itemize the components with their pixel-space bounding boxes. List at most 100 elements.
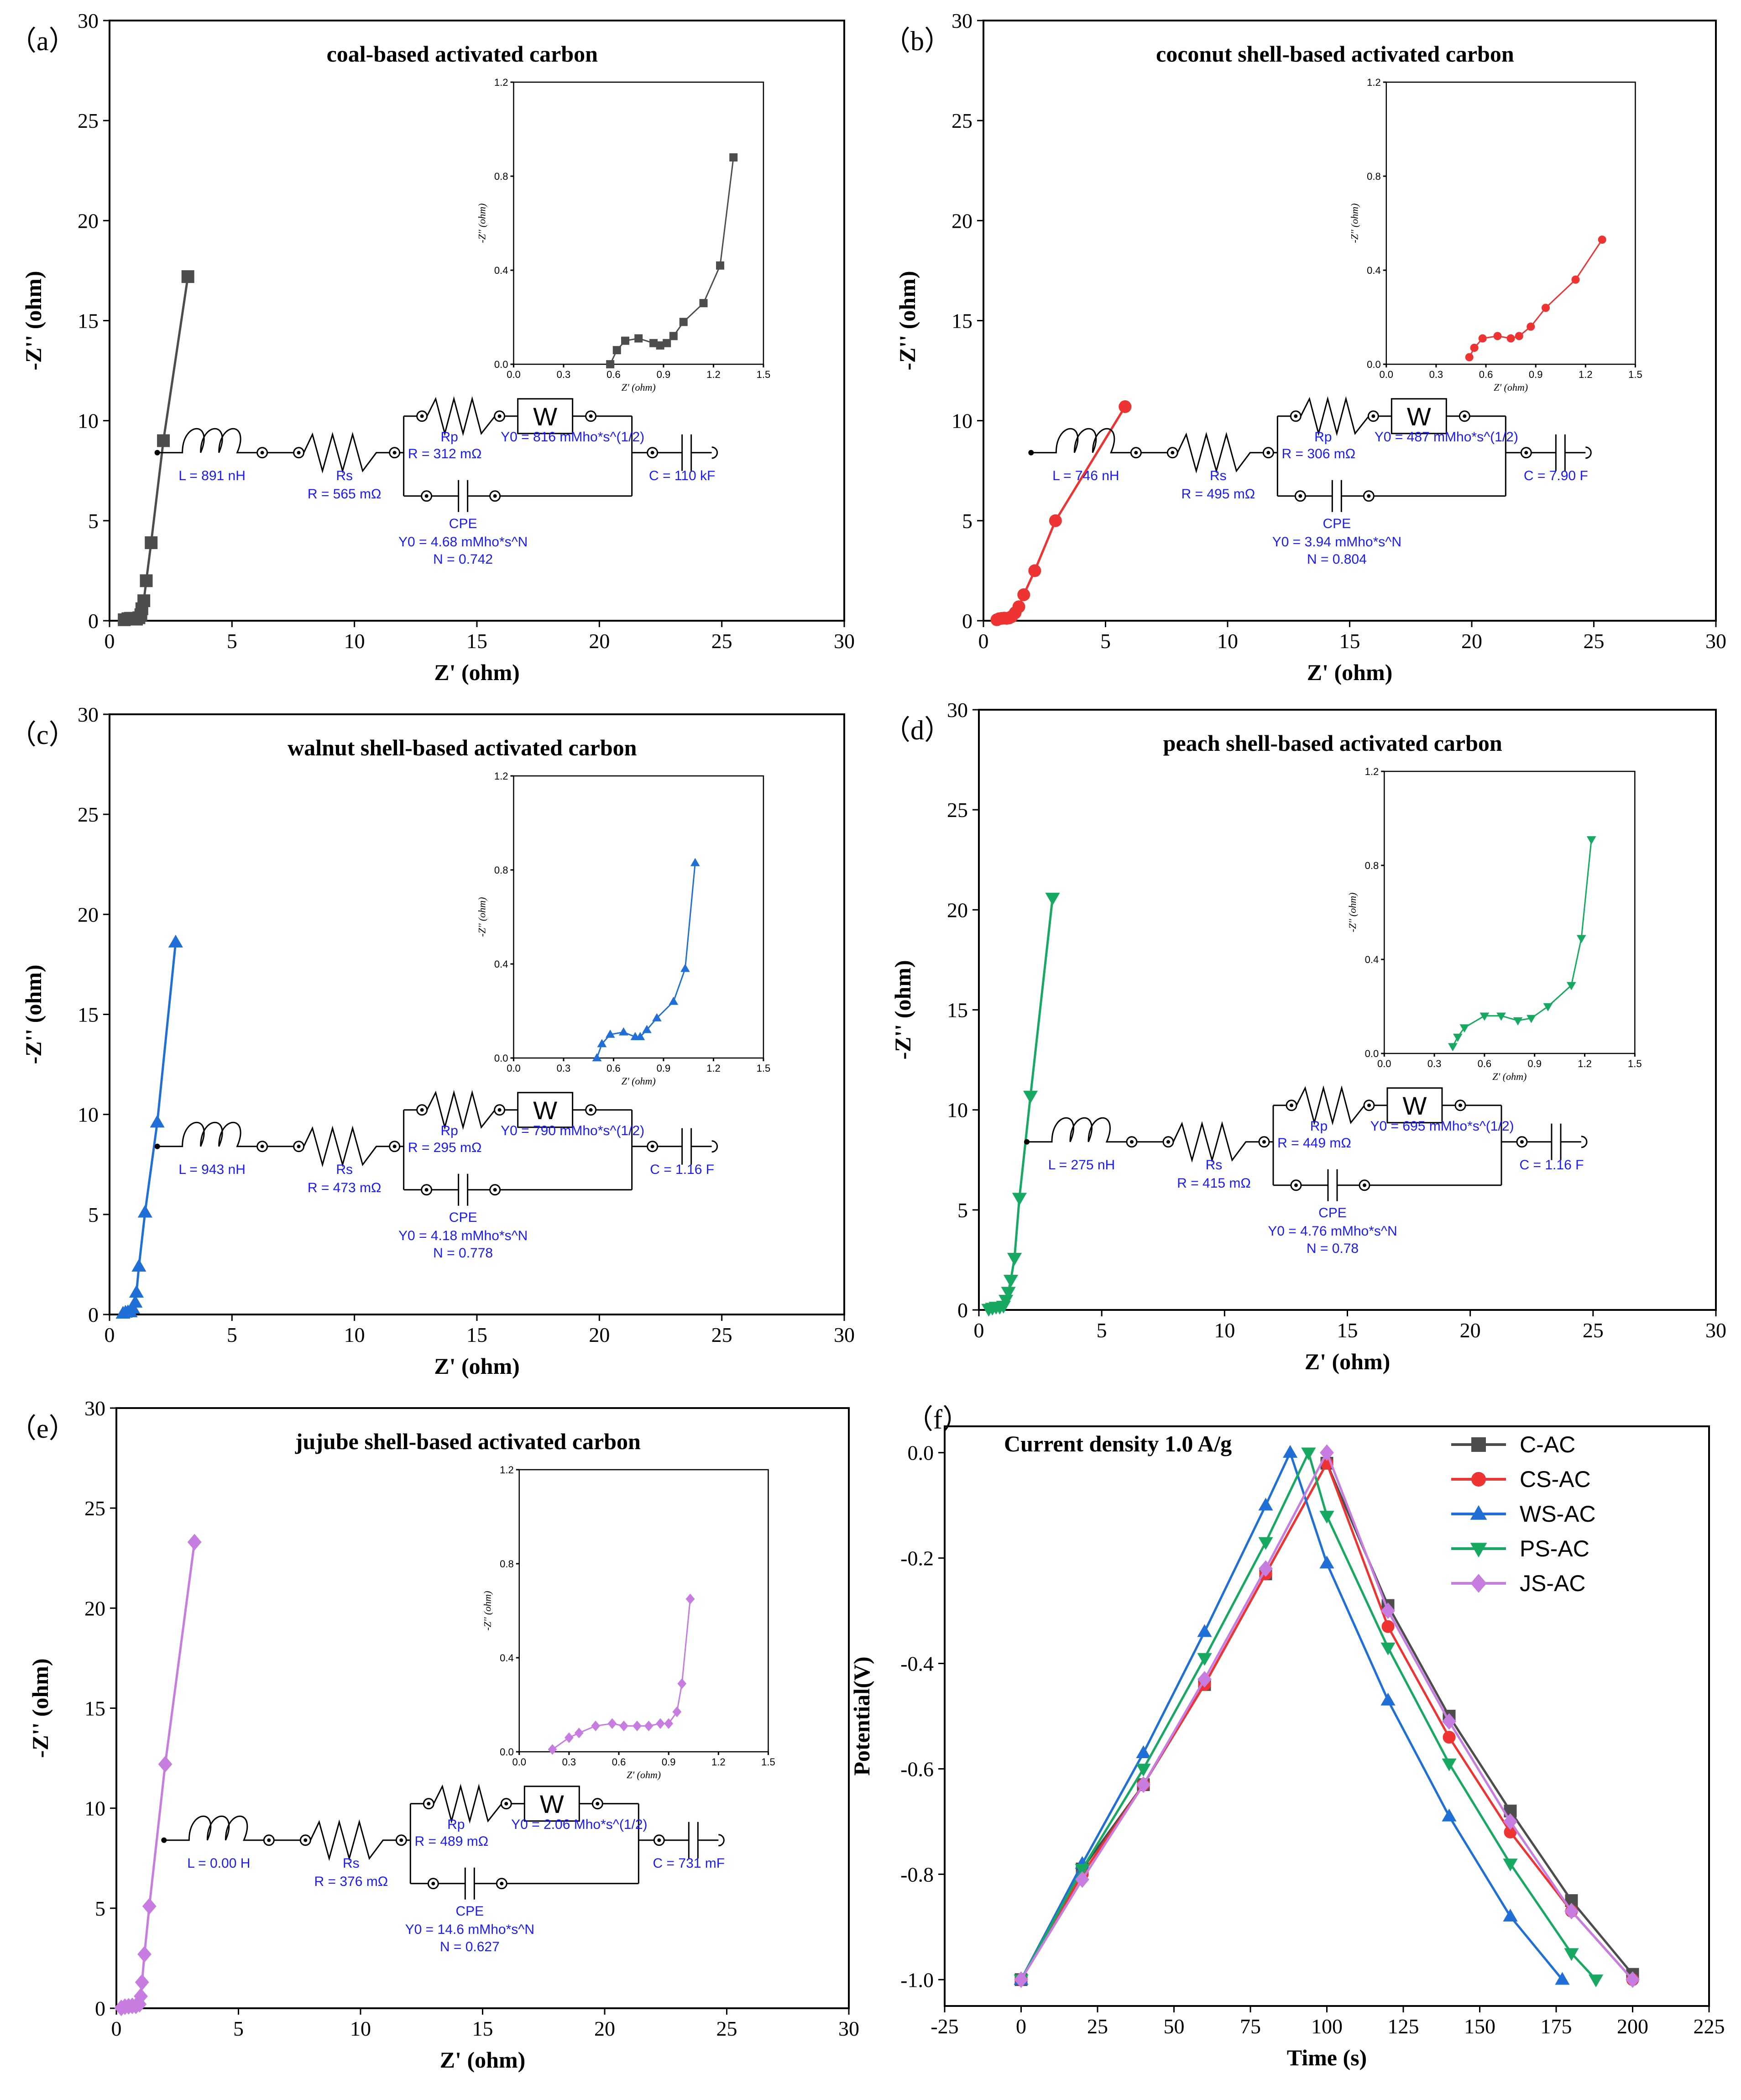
resistor-rs-symbol [309,1819,397,1861]
circuit-terminal-end [1585,446,1592,459]
cpe-n: N = 0.742 [433,552,493,567]
inset-x-label: Z' (ohm) [627,1769,661,1781]
y-tick-label: 25 [947,798,968,822]
circuit-node-dot [420,414,424,418]
inset-y-tick-label: 1.2 [1365,766,1379,777]
equivalent-circuit: L = 746 nH Rs R = 495 mΩ W RpR = 306 mΩ Y0 = … [1028,396,1592,567]
x-tick-label: 20 [589,629,610,653]
y-tick-label: 30 [952,9,972,32]
rp-name: Rp [440,429,458,445]
parallel-wires [406,1803,655,1884]
x-tick-label: 15 [466,629,487,653]
legend-marker [1471,1437,1486,1452]
x-axis-label: Z' (ohm) [434,1353,520,1379]
data-point [134,1988,148,2005]
y-tick-label: 10 [952,409,972,433]
x-tick-label: 25 [1087,2015,1108,2038]
data-point [128,1294,143,1308]
inset-plot: 0.0 0.3 0.6 0.9 1.2 1.5 0.0 0.4 0.8 1.2 Z' (ohm) -Z… [482,1464,775,1781]
x-tick-label: 25 [1584,629,1605,653]
inset-x-tick-label: 0.6 [606,369,621,380]
y-tick-label: 0 [88,1303,99,1326]
data-point [140,574,153,587]
circuit-node-dot [260,1144,264,1148]
inset-point [1448,1043,1458,1052]
series-point [1442,1808,1457,1822]
data-point [1119,400,1132,413]
x-tick-label: 5 [1100,629,1111,653]
x-tick-label: 20 [1461,629,1482,653]
panel-title: coal-based activated carbon [327,41,598,67]
inductor-value: L = 746 nH [1052,468,1119,483]
x-tick-label: 30 [1705,629,1726,653]
inset-point [644,1720,654,1732]
y-axis-label: -Z'' (ohm) [894,271,920,370]
circuit-node-dot [1367,494,1371,498]
inset-point [1527,1015,1536,1023]
inset-x-tick-label: 0.6 [1478,1058,1492,1069]
panel-a: 0 5 10 15 20 25 30 0 5 10 15 20 25 30 Z' (ohm) -Z'' (oh… [9,9,855,685]
warburg-value: Y0 = 790 mMho*s^(1/2) [501,1123,644,1138]
data-point [1003,1275,1019,1288]
data-point [135,1974,149,1991]
legend-label: PS-AC [1520,1536,1589,1561]
legend-label: JS-AC [1520,1571,1585,1596]
x-tick-label: 20 [594,2017,615,2040]
cpe-symbol [1301,1169,1360,1201]
rp-name: Rp [447,1817,465,1832]
series-point [1442,1758,1457,1771]
resistor-rs-symbol [303,1126,390,1168]
rs-name: Rs [336,468,353,483]
panel-e: 0 5 10 15 20 25 30 0 5 10 15 20 25 30 Z' (ohm) -Z'' (oh… [9,1397,859,2073]
panel-c: 0 5 10 15 20 25 30 0 5 10 15 20 25 30 Z' (ohm) -Z'' (oh… [9,703,855,1379]
series-point [1589,1974,1604,1988]
series-point [1197,1653,1212,1666]
inset-point [1470,343,1479,352]
series-point [1504,1826,1517,1838]
cpe-y0: Y0 = 4.68 mMho*s^N [398,534,528,550]
y-tick-label: 15 [78,1003,99,1026]
y-tick-label: 20 [78,209,99,232]
inset-plot: 0.0 0.3 0.6 0.9 1.2 1.5 0.0 0.4 0.8 1.2 Z' (ohm) -Z… [1347,766,1642,1082]
inset-point [597,1039,607,1047]
legend-marker [1470,1505,1487,1520]
cpe-name: CPE [449,516,477,531]
inset-point [716,261,725,270]
circuit-node-dot [1524,450,1528,455]
y-tick-label: 30 [78,703,99,726]
inset-point [1543,1003,1553,1011]
x-tick-label: 175 [1541,2015,1572,2038]
capacitor-symbol [1527,1123,1581,1160]
x-tick-label: 0 [1016,2015,1026,2038]
x-tick-label: 5 [227,629,237,653]
inset-y-tick-label: 0.0 [494,359,508,370]
x-axis-label: Z' (ohm) [1305,1349,1391,1374]
inset-point [652,1013,662,1021]
circuit-terminal-end [711,1140,718,1153]
x-tick-label: 15 [1339,629,1360,653]
inset-y-tick-label: 0.4 [1365,954,1379,965]
warburg-value: Y0 = 487 mMho*s^(1/2) [1375,429,1518,445]
inductor-symbol [164,1816,265,1841]
data-point [1023,1090,1038,1104]
inset-x-tick-label: 1.5 [1628,369,1642,380]
panel-label: （a） [9,26,76,56]
warburg-value: Y0 = 2.06 Mho*s^(1/2) [511,1817,647,1832]
circuit-node-dot [297,1144,301,1148]
series-point [1564,1948,1579,1961]
inset-y-label: -Z'' (ohm) [476,204,488,243]
inset-point [612,346,621,355]
data-point [1012,1193,1027,1206]
inset-x-tick-label: 1.5 [1628,1058,1642,1069]
inset-frame [1385,81,1636,365]
series-point [1258,1498,1273,1511]
circuit-node-dot [650,1144,654,1148]
x-tick-label: 10 [350,2017,371,2040]
inset-frame [518,1469,769,1753]
inset-point [607,1718,617,1729]
inset-point [619,1720,628,1732]
series-point [1564,1902,1579,1920]
circuit-node-dot [297,450,301,455]
panel-title: walnut shell-based activated carbon [288,735,637,760]
inset-point [663,339,671,347]
